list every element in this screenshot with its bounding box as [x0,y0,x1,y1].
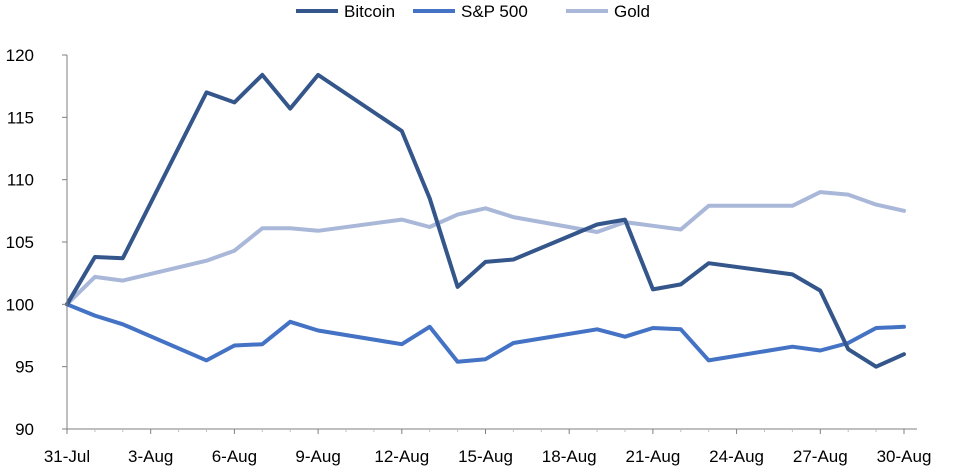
series-layer [65,72,906,369]
x-axis-ticks: 31-Jul 3-Aug 6-Aug 9-Aug 12-Aug 15-Aug 18-Aug 2… [44,429,932,466]
x-tick-label: 6-Aug [212,447,257,466]
y-axis-ticks: 90 95 100 105 110 115 120 [6,46,67,439]
x-tick-label: 31-Jul [44,447,90,466]
y-tick-label: 95 [15,358,34,377]
legend-label: Gold [614,2,650,21]
series-line-bitcoin [65,72,906,369]
y-tick-label: 90 [15,420,34,439]
x-tick-label: 9-Aug [295,447,340,466]
y-tick-label: 120 [6,46,34,65]
axes [66,55,917,430]
series-line-s-p-500 [65,302,906,364]
x-tick-label: 3-Aug [128,447,173,466]
x-tick-label: 21-Aug [625,447,680,466]
legend: Bitcoin S&P 500 Gold [296,2,650,21]
x-tick-label: 30-Aug [877,447,932,466]
x-tick-label: 24-Aug [709,447,764,466]
series-line-gold [65,190,906,307]
legend-label: S&P 500 [461,2,528,21]
x-tick-label: 18-Aug [542,447,597,466]
x-tick-label: 27-Aug [793,447,848,466]
y-tick-label: 100 [6,295,34,314]
y-tick-label: 115 [7,108,34,127]
x-tick-label: 15-Aug [458,447,513,466]
legend-label: Bitcoin [344,2,395,21]
y-tick-label: 105 [6,233,34,252]
x-tick-label: 12-Aug [374,447,429,466]
y-tick-label: 110 [7,171,34,190]
